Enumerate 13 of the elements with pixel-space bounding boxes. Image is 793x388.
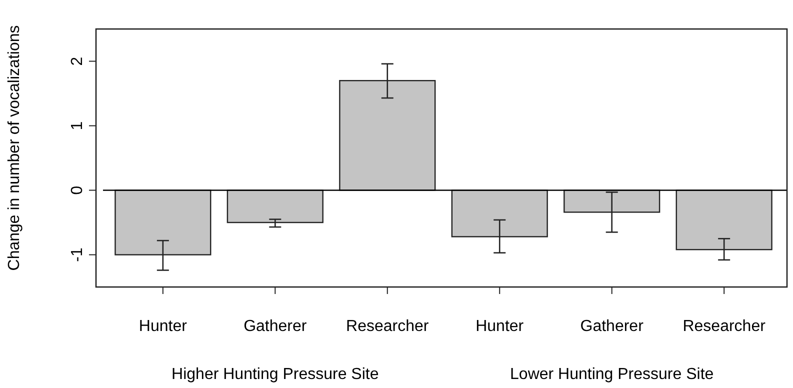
text: Higher Hunting Pressure Site: [172, 366, 379, 383]
y-tick-label: -1: [69, 248, 86, 262]
x-tick-label: Hunter: [138, 318, 188, 335]
x-tick-label: Researcher: [346, 318, 430, 335]
y-tick-label: 0: [69, 186, 86, 195]
y-axis-title: Change in number of vocalizations: [6, 25, 23, 271]
x-tick-label: Gatherer: [244, 318, 308, 335]
x-tick-label: Gatherer: [580, 318, 644, 335]
y-tick-label: 1: [69, 121, 86, 130]
text: Lower Hunting Pressure Site: [510, 366, 714, 383]
x-tick-label: Researcher: [682, 318, 766, 335]
y-tick-label: 2: [69, 56, 86, 66]
x-tick-label: Hunter: [476, 318, 524, 335]
